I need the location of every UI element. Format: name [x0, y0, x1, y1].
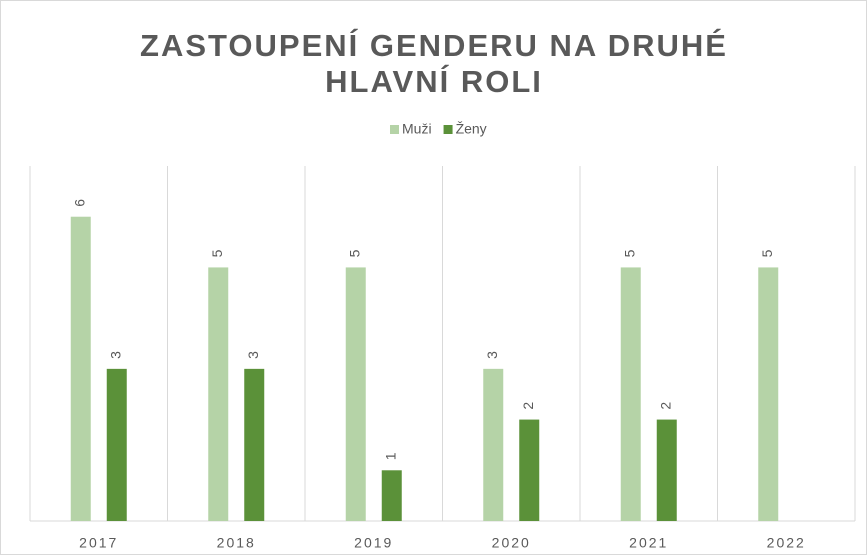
data-label: 2 — [657, 402, 673, 410]
bar — [381, 470, 402, 521]
chart-title: ZASTOUPENÍ GENDERU NA DRUHÉ HLAVNÍ ROLI — [140, 28, 728, 99]
bar — [620, 267, 641, 521]
x-tick-label: 2017 — [79, 535, 118, 551]
bar — [106, 368, 127, 521]
legend-swatch — [390, 125, 399, 134]
bar — [244, 368, 265, 521]
bar — [758, 267, 779, 521]
data-label: 1 — [382, 452, 398, 460]
x-tick-label: 2020 — [492, 535, 531, 551]
bar — [208, 267, 229, 521]
bar — [519, 419, 540, 521]
data-label: 5 — [346, 249, 362, 257]
bar — [483, 368, 504, 521]
legend-swatch — [443, 125, 453, 134]
bar — [70, 216, 91, 521]
bar — [656, 419, 677, 521]
data-label: 5 — [209, 249, 225, 257]
data-label: 3 — [484, 351, 500, 359]
x-tick-label: 2022 — [767, 535, 806, 551]
data-label: 5 — [621, 249, 637, 257]
data-label: 5 — [759, 249, 775, 257]
x-tick-label: 2018 — [217, 535, 256, 551]
x-tick-label: 2019 — [354, 535, 393, 551]
legend-label: Ženy — [456, 121, 487, 137]
bar — [345, 267, 366, 521]
data-label: 2 — [520, 402, 536, 410]
x-tick-label: 2021 — [629, 535, 668, 551]
legend-label: Muži — [402, 121, 432, 137]
data-label: 3 — [245, 351, 261, 359]
data-label: 3 — [107, 351, 123, 359]
data-label: 6 — [71, 199, 87, 207]
